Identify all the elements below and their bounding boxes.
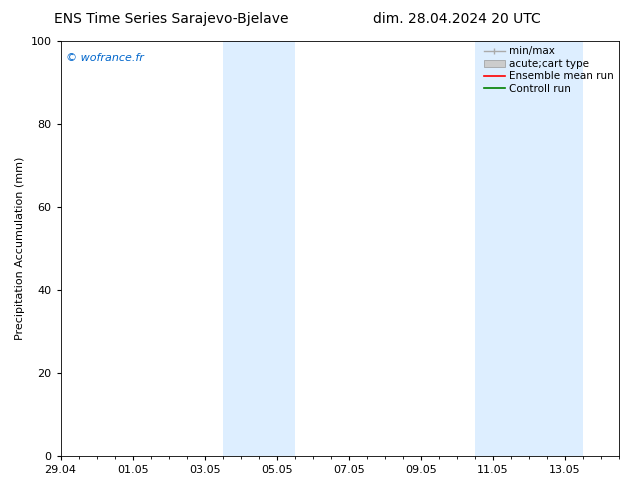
Bar — [475, 41, 583, 456]
Text: © wofrance.fr: © wofrance.fr — [66, 53, 144, 64]
Y-axis label: Precipitation Accumulation (mm): Precipitation Accumulation (mm) — [15, 157, 25, 340]
Legend: min/max, acute;cart type, Ensemble mean run, Controll run: min/max, acute;cart type, Ensemble mean … — [482, 44, 616, 96]
Text: ENS Time Series Sarajevo-Bjelave: ENS Time Series Sarajevo-Bjelave — [54, 12, 288, 26]
Bar — [223, 41, 295, 456]
Text: dim. 28.04.2024 20 UTC: dim. 28.04.2024 20 UTC — [373, 12, 540, 26]
